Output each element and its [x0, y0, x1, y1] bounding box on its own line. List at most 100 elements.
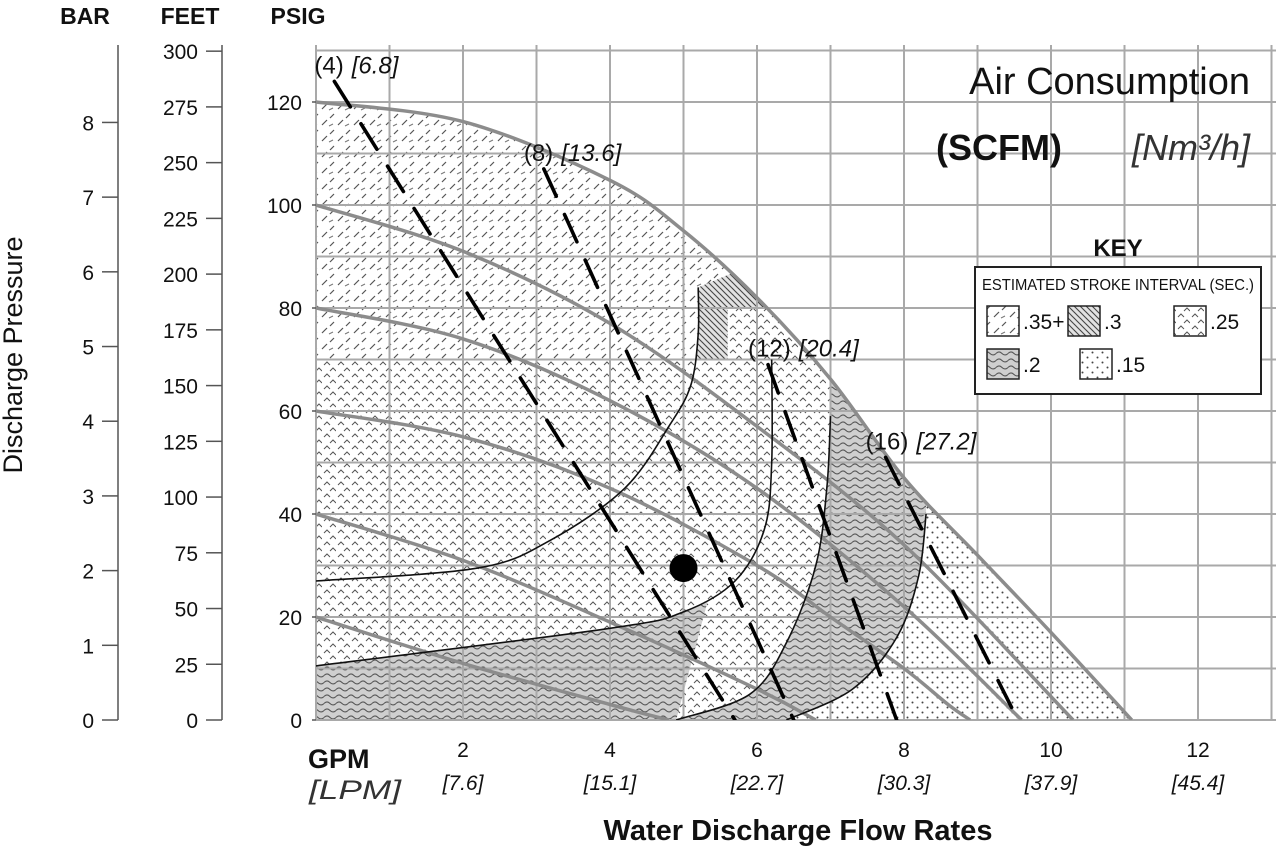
- y-tick-label-feet: 200: [163, 264, 198, 287]
- performance-curve: [316, 100, 1134, 720]
- performance-curve: [316, 409, 972, 720]
- y-tick-label-feet: 275: [163, 97, 198, 120]
- air-consumption-labels: (4) [6.8] (8) [13.6] (12) [20.4] (16) [27.2]: [314, 52, 977, 455]
- y-axis-heading-bar: BAR: [60, 3, 110, 29]
- air-line-label: (8) [13.6]: [524, 140, 623, 167]
- y-tick-label-feet: 125: [163, 431, 198, 454]
- operating-point-marker: [669, 554, 698, 583]
- air-consumption-line: [883, 455, 1020, 720]
- y-tick-label-feet: 75: [175, 543, 198, 566]
- x-tick-label-gpm: 4: [604, 739, 616, 762]
- y-tick-label-bar: 6: [82, 262, 94, 285]
- performance-curve: [316, 615, 670, 720]
- air-line-label: (4) [6.8]: [314, 52, 399, 79]
- air-line-label: (16) [27.2]: [866, 428, 978, 455]
- air-consumption-line: [542, 167, 796, 720]
- y-tick-label-feet: 0: [186, 710, 198, 733]
- chart-title: Air Consumption: [969, 61, 1250, 103]
- y-tick-label-bar: 4: [82, 411, 94, 434]
- legend-swatch: [1079, 348, 1113, 380]
- air-consumption-lines: [332, 79, 1020, 720]
- legend-label: .3: [1104, 311, 1122, 334]
- y-tick-label-feet: 225: [163, 208, 198, 231]
- y-tick-label-bar: 3: [82, 486, 94, 509]
- chart-title-metric: [Nm³/h]: [1131, 127, 1251, 168]
- performance-curve: [316, 306, 1023, 720]
- chart-title-scfm: (SCFM): [936, 127, 1062, 168]
- y-tick-label-feet: 150: [163, 376, 198, 399]
- x-axis-unit-lpm: [LPM]: [308, 775, 403, 805]
- x-tick-label-gpm: 12: [1186, 739, 1209, 762]
- y-tick-label-feet: 300: [163, 41, 198, 64]
- y-tick-label-feet: 25: [175, 654, 198, 677]
- y-tick-label-bar: 0: [82, 710, 94, 733]
- legend-swatch: [986, 305, 1020, 337]
- y-tick-label-bar: 2: [82, 561, 94, 584]
- y-tick-label-psig: 120: [267, 92, 302, 115]
- air-line-label-metric: [27.2]: [915, 428, 977, 455]
- legend: KEY ESTIMATED STROKE INTERVAL (SEC.) .35…: [974, 235, 1262, 395]
- air-line-label: (12) [20.4]: [748, 336, 860, 363]
- legend-subtitle: ESTIMATED STROKE INTERVAL (SEC.): [982, 277, 1254, 294]
- x-axis-unit-gpm: GPM: [308, 744, 370, 774]
- x-tick-label-lpm: [7.6]: [442, 772, 485, 795]
- legend-swatch: [1173, 305, 1207, 337]
- x-tick-label-gpm: 10: [1039, 739, 1062, 762]
- x-tick-label-gpm: 2: [457, 739, 469, 762]
- legend-box: [974, 266, 1262, 395]
- air-line-label-metric: [13.6]: [560, 140, 622, 167]
- legend-title: KEY: [1093, 235, 1142, 262]
- y-tick-label-bar: 5: [82, 337, 94, 360]
- air-line-label-scfm: (4): [314, 52, 343, 79]
- y-tick-label-feet: 100: [163, 487, 198, 510]
- performance-curve: [316, 512, 817, 720]
- legend-swatch: [1067, 305, 1101, 337]
- air-consumption-line: [332, 79, 737, 720]
- envelope-mask: [316, 45, 1276, 720]
- x-tick-label-lpm: [15.1]: [583, 772, 638, 795]
- y-tick-label-bar: 1: [82, 635, 94, 658]
- performance-curve: [316, 203, 1075, 720]
- y-axis-heading-feet: FEET: [161, 3, 220, 29]
- air-line-label-scfm: (12): [748, 336, 791, 363]
- zone-boundary: [675, 416, 832, 720]
- x-tick-label-lpm: [22.7]: [730, 772, 785, 795]
- x-tick-label-lpm: [45.4]: [1171, 772, 1226, 795]
- zone-boundary: [316, 287, 700, 582]
- y-tick-label-psig: 80: [279, 298, 302, 321]
- air-line-label-metric: [6.8]: [351, 52, 400, 79]
- legend-swatch: [986, 348, 1020, 380]
- y-tick-label-feet: 175: [163, 320, 198, 343]
- air-consumption-line: [766, 362, 899, 720]
- y-axis-title: Discharge Pressure: [0, 236, 28, 473]
- y-axes: BAR 0 1 2 3 4 5 6 7 8 FEET 0 25 50 75 100 125 150 175 200 22…: [60, 3, 325, 733]
- air-line-label-metric: [20.4]: [798, 336, 860, 363]
- y-tick-label-psig: 60: [279, 401, 302, 424]
- y-tick-label-bar: 8: [82, 112, 94, 135]
- legend-label: .2: [1023, 354, 1041, 377]
- zone-boundaries: [316, 287, 927, 720]
- zone-boundary: [316, 359, 774, 667]
- performance-curves: [316, 100, 1134, 720]
- y-tick-label-feet: 250: [163, 153, 198, 176]
- air-line-label-scfm: (8): [524, 140, 553, 167]
- x-tick-label-lpm: [30.3]: [877, 772, 932, 795]
- x-axis: 2 [7.6] 4 [15.1] 6 [22.7] 8 [30.3] 10 [37.9] 12 [45…: [442, 739, 1226, 795]
- x-tick-label-gpm: 6: [751, 739, 763, 762]
- y-tick-label-psig: 100: [267, 195, 302, 218]
- air-line-label-scfm: (16): [866, 428, 909, 455]
- y-tick-label-psig: 0: [290, 710, 302, 733]
- legend-label: .25: [1210, 311, 1239, 334]
- legend-entries: .35+ .3 .25 .2 .15: [986, 305, 1239, 380]
- legend-label: .35+: [1023, 311, 1064, 334]
- y-axis-heading-psig: PSIG: [271, 3, 326, 29]
- x-tick-label-gpm: 8: [898, 739, 910, 762]
- zone-boundary: [786, 513, 927, 720]
- y-tick-label-bar: 7: [82, 187, 94, 210]
- y-tick-label-psig: 40: [279, 504, 302, 527]
- y-tick-label-feet: 50: [175, 599, 198, 622]
- legend-label: .15: [1116, 354, 1145, 377]
- x-axis-title: Water Discharge Flow Rates: [604, 815, 993, 847]
